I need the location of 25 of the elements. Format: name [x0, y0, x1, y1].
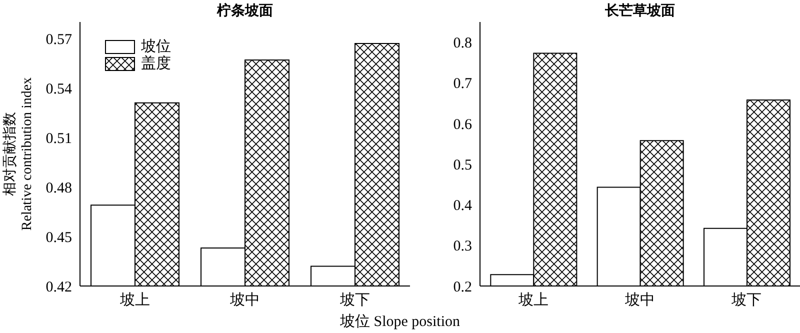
y-tick-label: 0.2	[453, 279, 472, 296]
x-tick-label: 坡下	[339, 292, 370, 309]
chart-title: 柠条坡面	[216, 2, 274, 20]
y-tick-label: 0.57	[46, 32, 72, 48]
y-tick-label: 0.54	[46, 81, 72, 98]
y-tick-label: 0.4	[453, 198, 472, 214]
y-tick-label: 0.51	[46, 130, 72, 147]
y-tick-label: 0.8	[453, 36, 472, 52]
x-tick-label: 坡中	[624, 292, 655, 309]
y-tick-label: 0.45	[46, 230, 72, 246]
y-tick-label: 0.42	[46, 279, 72, 296]
x-tick-label: 坡下	[730, 292, 762, 309]
chart-title: 长芒草坡面	[604, 2, 676, 20]
y-tick-label: 0.7	[453, 76, 472, 92]
x-axis-title: 坡位 Slope position	[338, 312, 461, 331]
x-tick-label: 坡上	[517, 292, 548, 309]
y-tick-label: 0.5	[453, 157, 472, 174]
y-tick-label: 0.3	[453, 238, 472, 255]
legend-label: 盖度	[141, 54, 171, 73]
legend-label: 坡位	[141, 38, 171, 55]
x-tick-label: 坡上	[119, 292, 150, 309]
x-tick-label: 坡中	[229, 292, 260, 309]
y-axis-title: 相对贡献指数 Relative contribution index	[2, 77, 35, 231]
y-tick-label: 0.6	[453, 116, 472, 133]
y-tick-label: 0.48	[46, 180, 72, 196]
